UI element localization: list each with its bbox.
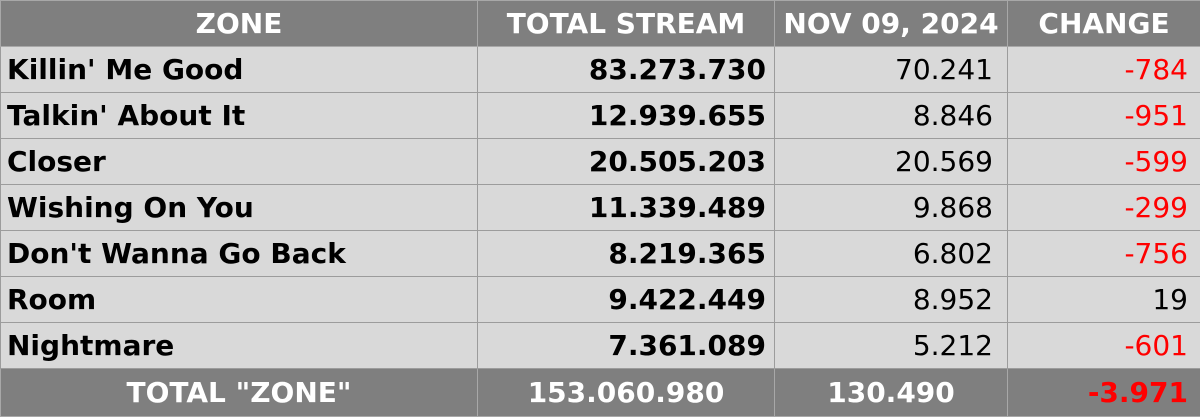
table-row: Talkin' About It 12.939.655 8.846 -951 — [0, 92, 1200, 139]
change-value: 19 — [1007, 276, 1200, 323]
daily-stream-value: 9.868 — [774, 184, 1008, 231]
change-value: -601 — [1007, 322, 1200, 369]
change-value: -951 — [1007, 92, 1200, 139]
total-row: TOTAL "ZONE" 153.060.980 130.490 -3.971 — [0, 368, 1200, 417]
total-stream-value: 20.505.203 — [477, 138, 775, 185]
table-row: Don't Wanna Go Back 8.219.365 6.802 -756 — [0, 230, 1200, 277]
daily-stream-sum: 130.490 — [774, 368, 1008, 417]
total-stream-value: 7.361.089 — [477, 322, 775, 369]
header-row: ZONE TOTAL STREAM NOV 09, 2024 CHANGE — [0, 0, 1200, 47]
change-value: -756 — [1007, 230, 1200, 277]
table-footer: TOTAL "ZONE" 153.060.980 130.490 -3.971 — [0, 368, 1200, 417]
change-value: -599 — [1007, 138, 1200, 185]
total-stream-value: 83.273.730 — [477, 46, 775, 93]
table-row: Room 9.422.449 8.952 19 — [0, 276, 1200, 323]
change-value: -299 — [1007, 184, 1200, 231]
daily-stream-value: 20.569 — [774, 138, 1008, 185]
song-name: Wishing On You — [0, 184, 478, 231]
song-name: Nightmare — [0, 322, 478, 369]
daily-stream-value: 6.802 — [774, 230, 1008, 277]
header-zone: ZONE — [0, 0, 478, 47]
change-sum: -3.971 — [1007, 368, 1200, 417]
total-stream-value: 9.422.449 — [477, 276, 775, 323]
table-row: Nightmare 7.361.089 5.212 -601 — [0, 322, 1200, 369]
song-name: Killin' Me Good — [0, 46, 478, 93]
song-name: Talkin' About It — [0, 92, 478, 139]
song-name: Don't Wanna Go Back — [0, 230, 478, 277]
table-row: Closer 20.505.203 20.569 -599 — [0, 138, 1200, 185]
table-row: Wishing On You 11.339.489 9.868 -299 — [0, 184, 1200, 231]
total-label: TOTAL "ZONE" — [0, 368, 478, 417]
table-row: Killin' Me Good 83.273.730 70.241 -784 — [0, 46, 1200, 93]
header-total-stream: TOTAL STREAM — [477, 0, 775, 47]
total-stream-value: 12.939.655 — [477, 92, 775, 139]
daily-stream-value: 8.846 — [774, 92, 1008, 139]
song-name: Closer — [0, 138, 478, 185]
table-body: Killin' Me Good 83.273.730 70.241 -784 T… — [0, 46, 1200, 369]
daily-stream-value: 8.952 — [774, 276, 1008, 323]
total-stream-value: 11.339.489 — [477, 184, 775, 231]
change-value: -784 — [1007, 46, 1200, 93]
total-stream-sum: 153.060.980 — [477, 368, 775, 417]
song-name: Room — [0, 276, 478, 323]
header-date: NOV 09, 2024 — [774, 0, 1008, 47]
daily-stream-value: 70.241 — [774, 46, 1008, 93]
daily-stream-value: 5.212 — [774, 322, 1008, 369]
total-stream-value: 8.219.365 — [477, 230, 775, 277]
header-change: CHANGE — [1007, 0, 1200, 47]
table-header: ZONE TOTAL STREAM NOV 09, 2024 CHANGE — [0, 0, 1200, 47]
